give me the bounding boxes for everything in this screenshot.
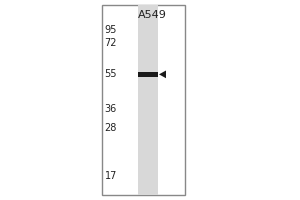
Text: 55: 55 xyxy=(104,69,117,79)
Bar xyxy=(138,72,158,77)
Text: 28: 28 xyxy=(105,123,117,133)
Bar xyxy=(138,5,158,195)
Text: 36: 36 xyxy=(105,104,117,114)
Text: 95: 95 xyxy=(105,25,117,35)
Text: 17: 17 xyxy=(105,171,117,181)
Polygon shape xyxy=(159,71,166,78)
Text: 72: 72 xyxy=(104,38,117,48)
Text: A549: A549 xyxy=(138,10,167,20)
Bar xyxy=(102,5,185,195)
